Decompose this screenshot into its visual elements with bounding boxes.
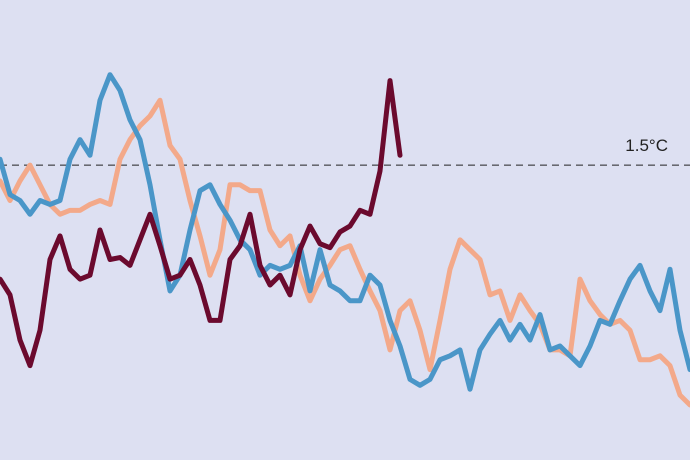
line	[0, 97, 690, 408]
reference-label: 1.5°C	[625, 136, 668, 155]
line	[0, 72, 690, 392]
line	[0, 78, 403, 369]
